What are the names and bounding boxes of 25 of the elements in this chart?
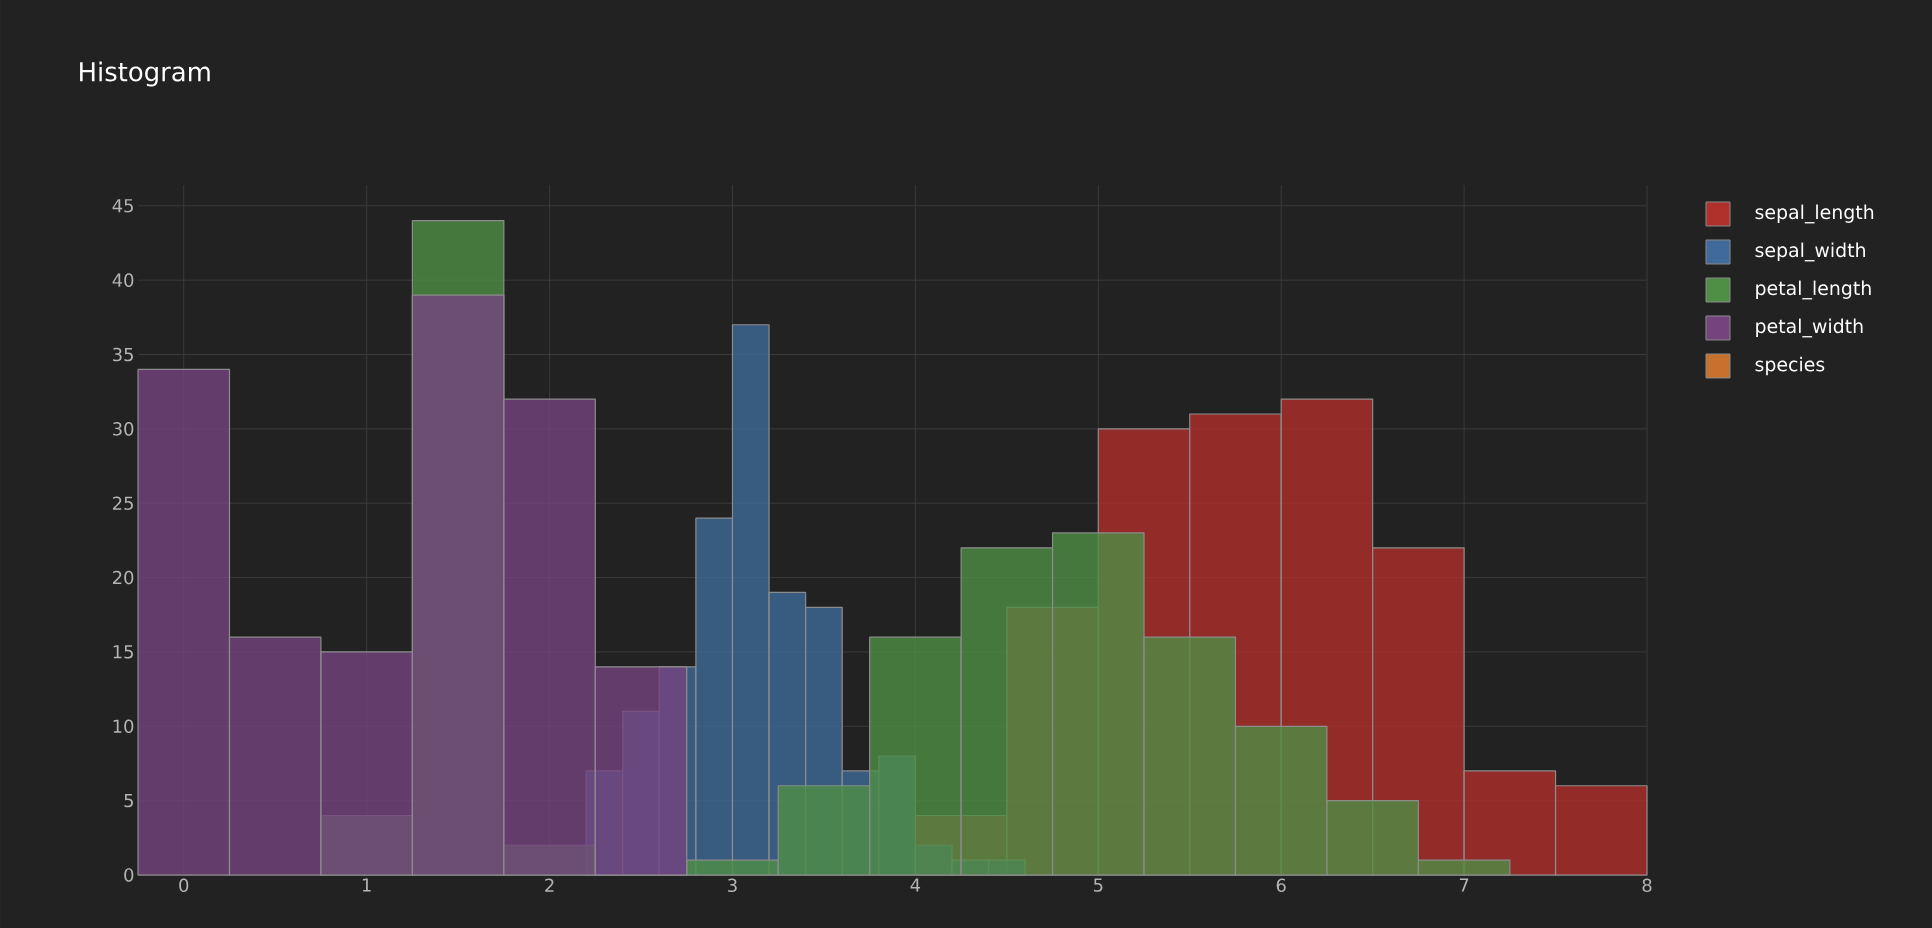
legend-label: petal_length bbox=[1756, 280, 1871, 300]
chart-title: Histogram bbox=[80, 61, 210, 87]
x-tick-label: 5 bbox=[1093, 878, 1103, 892]
legend-label: species bbox=[1755, 356, 1825, 376]
y-tick-label: 20 bbox=[112, 570, 134, 585]
y-tick-label: 40 bbox=[112, 273, 134, 287]
x-tick-label: 0 bbox=[179, 878, 189, 893]
legend-label: sepal_length bbox=[1755, 204, 1874, 224]
y-tick-label: 15 bbox=[113, 645, 133, 659]
y-tick-label: 35 bbox=[113, 347, 133, 362]
y-tick-label: 25 bbox=[112, 496, 133, 510]
x-tick-label: 4 bbox=[910, 878, 921, 892]
y-tick-label: 45 bbox=[112, 199, 133, 213]
y-tick-label: 5 bbox=[124, 793, 133, 808]
x-tick-label: 2 bbox=[545, 878, 554, 892]
legend-label: petal_width bbox=[1756, 318, 1863, 338]
y-tick-label: 30 bbox=[113, 422, 134, 436]
x-tick-label: 8 bbox=[1642, 878, 1652, 893]
x-tick-label: 7 bbox=[1459, 878, 1469, 892]
x-tick-label: 1 bbox=[362, 878, 371, 892]
y-tick-label: 0 bbox=[124, 868, 134, 882]
legend-label: sepal_width bbox=[1755, 242, 1865, 262]
x-tick-label: 3 bbox=[728, 878, 737, 893]
y-tick-label: 10 bbox=[113, 719, 134, 734]
x-tick-label: 6 bbox=[1276, 878, 1286, 893]
